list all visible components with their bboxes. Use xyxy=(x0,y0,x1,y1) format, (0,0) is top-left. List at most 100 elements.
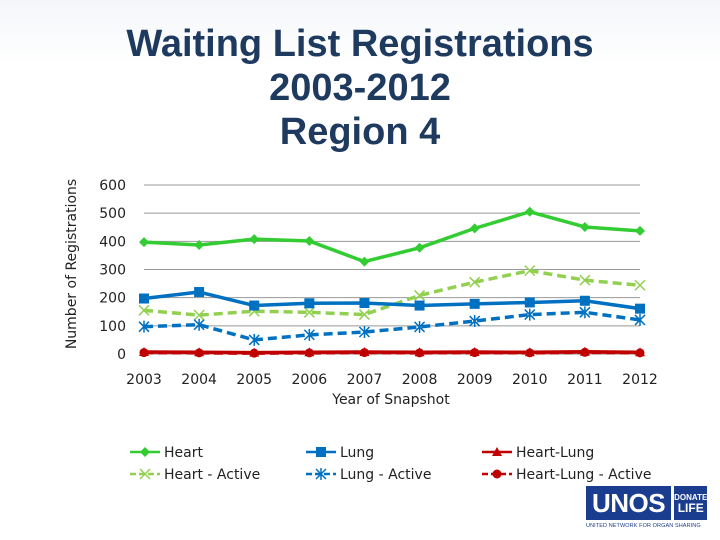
data-point xyxy=(359,298,370,309)
y-tick-label: 0 xyxy=(117,347,126,363)
title-line-2: 2003-2012 xyxy=(269,67,451,109)
title-line-3: Region 4 xyxy=(279,111,441,153)
legend-label: Heart-Lung xyxy=(516,445,594,461)
data-point xyxy=(635,225,645,236)
data-point xyxy=(469,315,481,328)
data-point xyxy=(469,276,481,288)
data-point xyxy=(304,298,315,309)
legend-label: Lung - Active xyxy=(340,467,431,483)
series-line xyxy=(143,290,641,311)
data-point xyxy=(193,309,205,321)
data-point xyxy=(359,348,369,358)
unos-logo: UNOS DONATE LIFE UNITED NETWORK FOR ORGA… xyxy=(586,486,708,532)
data-point xyxy=(414,289,426,301)
legend-item: Heart-Lung - Active xyxy=(482,467,651,483)
data-point xyxy=(524,206,535,217)
data-point xyxy=(249,348,259,358)
data-point xyxy=(194,348,204,358)
data-point xyxy=(248,333,260,346)
series-line xyxy=(143,210,641,264)
data-point xyxy=(194,287,205,298)
series-heart-lung-active xyxy=(139,347,645,358)
series-line xyxy=(143,350,641,355)
data-point xyxy=(524,308,536,321)
legend-marker xyxy=(316,447,326,457)
y-tick-label: 100 xyxy=(99,319,126,335)
x-tick-label: 2007 xyxy=(347,372,383,388)
legend: Heart Heart - Active Lung Lung - Active Hear… xyxy=(130,445,651,483)
legend-marker xyxy=(315,468,327,480)
legend-label: Lung xyxy=(340,445,374,461)
data-point xyxy=(634,279,646,291)
data-point xyxy=(524,265,536,277)
series-heart xyxy=(139,206,645,267)
data-point xyxy=(358,309,370,321)
data-point xyxy=(304,236,315,247)
data-point xyxy=(469,298,480,309)
x-tick-label: 2009 xyxy=(457,372,493,388)
data-point xyxy=(139,237,149,248)
data-point xyxy=(193,318,205,331)
data-point xyxy=(634,313,646,326)
series-lung xyxy=(139,287,645,314)
y-axis-ticks: 0 100 200 300 400 500 600 xyxy=(99,178,126,363)
data-point xyxy=(415,348,425,358)
legend-label: Heart - Active xyxy=(164,467,260,483)
series-group xyxy=(138,206,646,358)
x-tick-label: 2008 xyxy=(402,372,438,388)
data-point xyxy=(579,295,590,306)
legend-label: Heart xyxy=(164,445,203,461)
data-point xyxy=(580,347,590,357)
data-point xyxy=(635,348,645,358)
series-lung-active xyxy=(138,306,646,346)
legend-item: Lung - Active xyxy=(306,467,431,483)
data-point xyxy=(194,239,205,250)
series-line xyxy=(143,268,641,317)
data-point xyxy=(138,320,150,333)
legend-marker xyxy=(492,447,502,456)
logo-tagline: UNITED NETWORK FOR ORGAN SHARING xyxy=(586,523,701,529)
data-point xyxy=(249,234,260,245)
legend-label: Heart-Lung - Active xyxy=(516,467,651,483)
badge-bottom: LIFE xyxy=(677,501,704,515)
legend-marker xyxy=(140,447,150,457)
x-tick-label: 2003 xyxy=(126,372,162,388)
legend-marker xyxy=(139,468,151,480)
data-point xyxy=(139,293,149,304)
data-point xyxy=(469,223,480,234)
data-point xyxy=(358,326,370,339)
data-point xyxy=(303,328,315,341)
data-point xyxy=(579,221,590,232)
legend-item: Heart - Active xyxy=(130,467,260,483)
donate-life-badge: DONATE LIFE xyxy=(674,486,708,520)
title-line-1: Waiting List Registrations xyxy=(126,23,594,65)
x-axis-title: Year of Snapshot xyxy=(331,392,450,408)
data-point xyxy=(414,320,426,333)
data-point xyxy=(414,242,425,253)
x-tick-label: 2006 xyxy=(292,372,328,388)
data-point xyxy=(414,300,425,311)
data-point xyxy=(525,348,535,358)
y-tick-label: 500 xyxy=(99,206,126,222)
logo-word: UNOS xyxy=(586,486,672,520)
x-tick-label: 2011 xyxy=(567,372,603,388)
data-point xyxy=(579,306,591,319)
y-tick-label: 600 xyxy=(99,178,126,194)
legend-item: Lung xyxy=(306,445,374,461)
x-axis-ticks: 2003 2004 2005 2006 2007 2008 2009 2010 2011 2012 xyxy=(126,372,658,388)
data-point xyxy=(304,348,314,358)
legend-item: Heart xyxy=(130,445,203,461)
data-point xyxy=(470,348,480,358)
y-tick-label: 400 xyxy=(99,234,126,250)
data-point xyxy=(303,306,315,318)
data-point xyxy=(139,348,149,358)
y-axis-title: Number of Registrations xyxy=(64,179,80,349)
y-tick-label: 300 xyxy=(99,263,126,279)
series-heart-active xyxy=(138,265,646,321)
x-tick-label: 2012 xyxy=(622,372,658,388)
y-tick-label: 200 xyxy=(99,291,126,307)
chart-title: Waiting List Registrations 2003-2012 Reg… xyxy=(60,22,660,154)
data-point xyxy=(579,274,591,286)
x-tick-label: 2004 xyxy=(181,372,217,388)
